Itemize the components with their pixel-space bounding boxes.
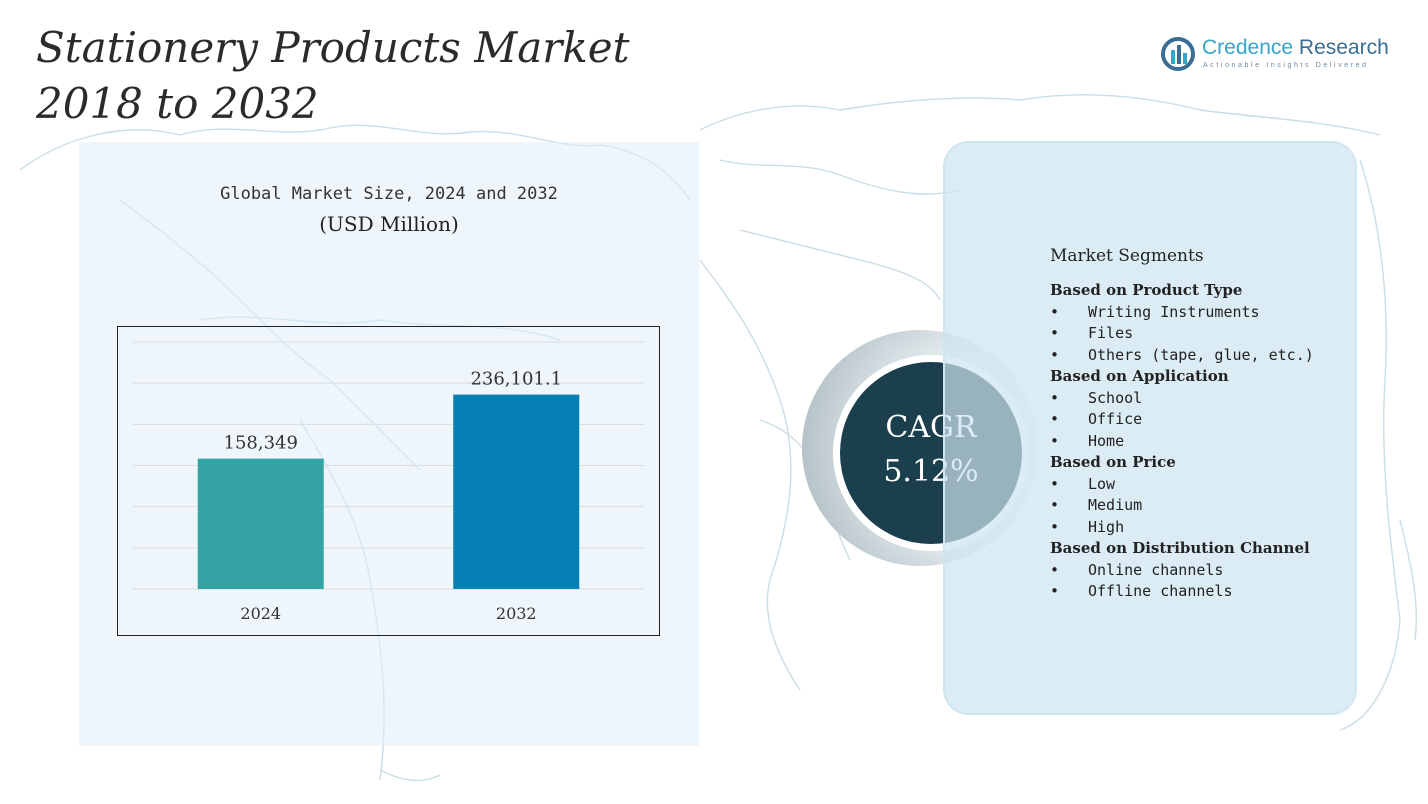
segment-group-heading: Based on Price — [1050, 453, 1176, 471]
segment-item: • School — [1050, 388, 1350, 410]
segment-item-label: Home — [1088, 431, 1125, 450]
page-title: Stationery Products Market 2018 to 2032 — [36, 20, 630, 132]
segment-item-label: Office — [1088, 410, 1143, 428]
bullet-icon: • — [1050, 474, 1060, 493]
credence-logo-icon — [1161, 37, 1195, 71]
segment-item-label: School — [1088, 388, 1143, 407]
bullet-icon: • — [1050, 582, 1060, 600]
bullet-icon: • — [1050, 410, 1060, 428]
title-line-2: 2018 to 2032 — [36, 79, 319, 128]
bullet-icon: • — [1050, 345, 1060, 364]
segments-content: Market Segments Based on Product Type • Wr… — [1050, 246, 1350, 603]
chart-title: Global Market Size, 2024 and 2032 — [220, 184, 558, 204]
segment-group-heading: Based on Distribution Channel — [1050, 539, 1310, 557]
data-label: 158,349 — [224, 433, 298, 454]
title-line-1: Stationery Products Market — [36, 23, 630, 72]
x-tick-label: 2024 — [240, 604, 281, 623]
segment-item: • Writing Instruments — [1050, 302, 1350, 324]
segment-item: • Offline channels — [1050, 581, 1350, 603]
logo-name: Credence Research — [1202, 36, 1389, 60]
credence-research-logo: Credence Research Actionable Insights De… — [1160, 34, 1400, 74]
bullet-icon: • — [1050, 302, 1060, 321]
segment-item-label: High — [1088, 517, 1125, 536]
segment-item: • Office — [1050, 409, 1350, 431]
logo-name-accent: Credence — [1202, 36, 1294, 59]
segment-group-heading: Based on Application — [1050, 367, 1229, 385]
segment-item-label: Low — [1088, 474, 1116, 493]
segment-group-heading: Based on Product Type — [1050, 281, 1243, 299]
chart-frame — [117, 326, 660, 636]
bullet-icon: • — [1050, 517, 1060, 536]
data-label: 236,101.1 — [470, 369, 562, 390]
bullet-icon: • — [1050, 324, 1060, 342]
segments-panel — [943, 141, 1357, 715]
segment-item: • Low — [1050, 474, 1350, 496]
chart-subtitle: (USD Million) — [319, 212, 459, 236]
bullet-icon: • — [1050, 431, 1060, 450]
bullet-icon: • — [1050, 560, 1060, 579]
segments-title: Market Segments — [1050, 246, 1204, 266]
segment-item: • Online channels — [1050, 560, 1350, 582]
segment-item-label: Offline channels — [1088, 582, 1233, 600]
bar-chart: 158,349 2024 236,101.1 2032 — [117, 326, 660, 636]
segment-item: • Medium — [1050, 495, 1350, 517]
chart-panel: Global Market Size, 2024 and 2032 (USD M… — [79, 142, 699, 746]
segment-item-label: Others (tape, glue, etc.) — [1088, 345, 1314, 364]
logo-tagline: Actionable Insights Delivered — [1203, 62, 1369, 69]
bullet-icon: • — [1050, 388, 1060, 407]
segment-item-label: Online channels — [1088, 560, 1224, 579]
segment-item-label: Writing Instruments — [1088, 302, 1260, 321]
segment-item: • Others (tape, glue, etc.) — [1050, 345, 1350, 367]
segment-item: • High — [1050, 517, 1350, 539]
x-tick-label: 2032 — [496, 604, 537, 623]
bar-2032 — [453, 394, 580, 589]
logo-name-rest: Research — [1293, 36, 1389, 59]
segment-item: • Files — [1050, 323, 1350, 345]
segment-item: • Home — [1050, 431, 1350, 453]
bullet-icon: • — [1050, 496, 1060, 514]
segment-item-label: Medium — [1088, 496, 1143, 514]
segment-item-label: Files — [1088, 324, 1134, 342]
bar-2024 — [197, 458, 324, 589]
